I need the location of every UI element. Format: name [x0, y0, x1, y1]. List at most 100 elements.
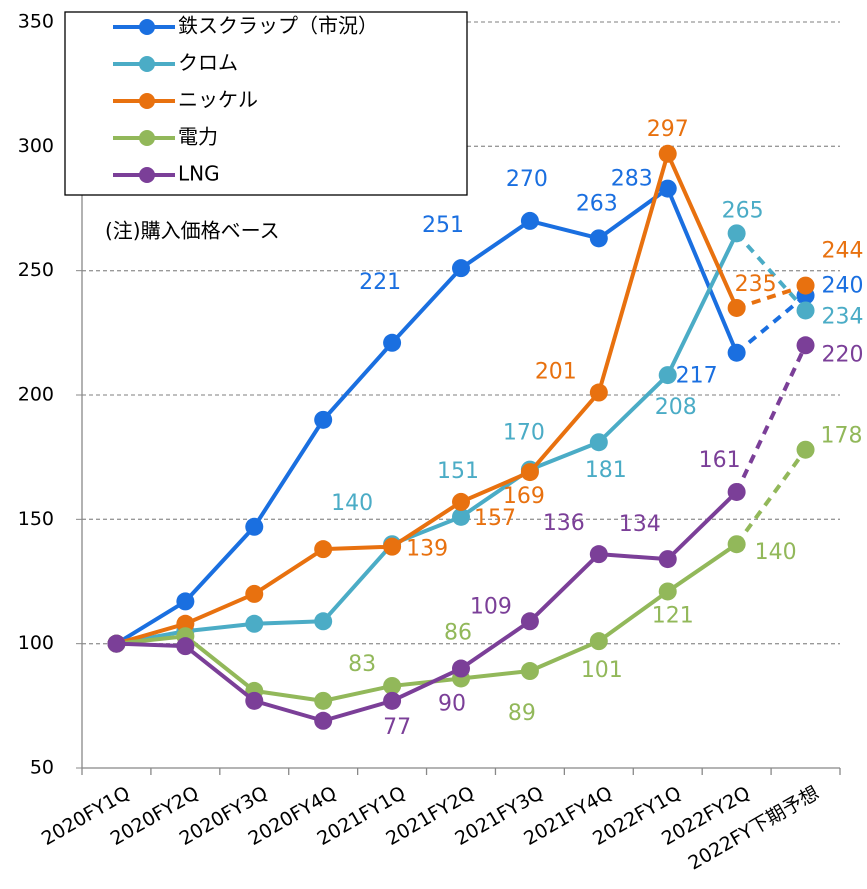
value-label: 101	[581, 658, 623, 683]
marker	[727, 224, 746, 243]
value-label: 121	[652, 603, 694, 628]
y-tick-label: 250	[18, 259, 54, 281]
marker	[176, 592, 195, 611]
legend-label: ニッケル	[178, 88, 258, 112]
value-label: 265	[722, 198, 764, 223]
value-label: 140	[755, 540, 797, 565]
marker	[727, 535, 746, 554]
marker	[589, 545, 608, 564]
value-label: 83	[348, 652, 376, 677]
series-line-dashed	[736, 283, 807, 310]
series-line	[115, 151, 739, 646]
series-line-dashed	[734, 344, 808, 493]
marker	[383, 537, 402, 556]
marker	[727, 298, 746, 317]
marker	[520, 211, 539, 230]
series-line-dashed	[735, 293, 807, 355]
annotation: (注)購入価格ベース	[105, 219, 280, 243]
value-label: 201	[535, 360, 577, 385]
series-line-dashed	[735, 448, 808, 546]
marker	[658, 582, 677, 601]
marker	[658, 144, 677, 163]
value-label: 169	[503, 484, 545, 509]
y-tick-label: 300	[18, 135, 54, 157]
marker	[589, 632, 608, 651]
marker	[727, 343, 746, 362]
legend-label: LNG	[178, 162, 220, 186]
legend-marker	[139, 56, 155, 72]
marker	[589, 229, 608, 248]
value-label: 181	[585, 458, 627, 483]
value-label: 217	[676, 364, 718, 389]
value-label: 170	[503, 421, 545, 446]
value-label: 240	[822, 274, 864, 299]
marker	[314, 410, 333, 429]
value-label: 235	[735, 272, 777, 297]
legend-marker	[139, 93, 155, 109]
legend-marker	[139, 130, 155, 146]
marker	[727, 482, 746, 501]
legend-label: 電力	[178, 125, 218, 149]
marker	[658, 366, 677, 385]
legend-marker	[139, 167, 155, 183]
value-label: 90	[438, 692, 466, 717]
marker	[796, 440, 815, 459]
marker	[314, 540, 333, 559]
marker	[176, 614, 195, 633]
marker	[383, 676, 402, 695]
marker	[452, 259, 470, 278]
marker	[658, 179, 677, 198]
marker	[176, 637, 195, 656]
y-tick-label: 200	[18, 384, 54, 406]
marker	[314, 691, 333, 710]
value-label: 244	[822, 239, 864, 264]
marker	[245, 517, 264, 536]
y-tick-label: 100	[18, 632, 54, 654]
value-label: 270	[506, 167, 548, 192]
marker	[245, 691, 264, 710]
value-label: 251	[422, 213, 464, 238]
marker	[314, 711, 333, 730]
value-label: 151	[437, 459, 479, 484]
series-line-dashed	[735, 232, 808, 312]
y-tick-label: 50	[30, 757, 54, 779]
marker	[452, 507, 470, 526]
value-label: 161	[699, 448, 741, 473]
marker	[107, 634, 126, 653]
marker	[452, 659, 470, 678]
marker	[796, 336, 815, 355]
y-tick-label: 150	[18, 508, 54, 530]
value-label: 134	[619, 512, 661, 537]
series-line	[116, 490, 739, 723]
legend-label: 鉄スクラップ（市況）	[178, 14, 378, 38]
value-label: 263	[576, 191, 618, 216]
series-line	[116, 542, 738, 703]
value-label: 157	[474, 506, 516, 531]
marker	[520, 612, 539, 631]
marker	[314, 612, 333, 631]
marker	[589, 383, 608, 402]
marker	[383, 691, 402, 710]
value-label: 86	[444, 620, 472, 645]
value-label: 89	[508, 701, 536, 726]
marker	[589, 433, 608, 452]
value-label: 208	[655, 395, 697, 420]
series-line	[115, 186, 739, 646]
value-label: 234	[822, 304, 864, 329]
marker	[796, 276, 815, 295]
marker	[452, 492, 470, 511]
value-label: 136	[543, 511, 585, 536]
value-label: 283	[611, 167, 653, 192]
value-label: 77	[383, 715, 411, 740]
value-label: 109	[470, 594, 512, 619]
legend-label: クロム	[178, 51, 238, 75]
legend-marker	[139, 19, 155, 35]
value-label: 139	[406, 537, 448, 562]
value-label: 140	[331, 491, 373, 516]
marker	[520, 463, 539, 482]
series-line	[116, 232, 739, 646]
marker	[383, 333, 402, 352]
